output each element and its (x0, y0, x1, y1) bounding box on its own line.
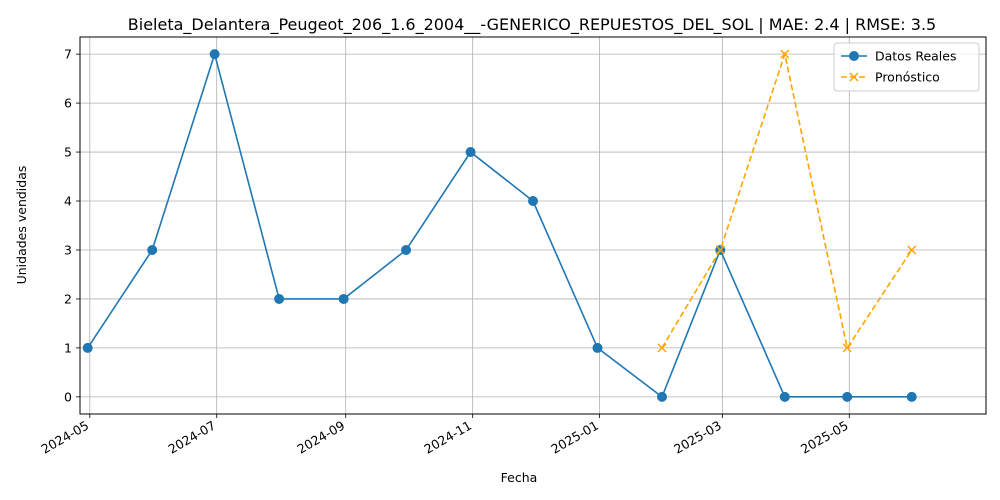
x-axis-label: Fecha (501, 470, 538, 485)
legend: Datos Reales Pronóstico (833, 42, 980, 92)
y-tick-label: 3 (64, 242, 72, 257)
data-point-datos-reales (82, 342, 93, 353)
data-point-datos-reales (274, 293, 285, 304)
x-marker-stroke (907, 245, 917, 255)
data-point-datos-reales (528, 196, 538, 207)
legend-label-datos-reales: Datos Reales (875, 49, 956, 64)
data-point-datos-reales (657, 391, 668, 402)
y-tick-label: 6 (64, 96, 72, 111)
y-axis-label: Unidades vendidas (14, 166, 29, 285)
y-tick-label: 2 (64, 291, 72, 306)
data-point-pron-stico (715, 245, 725, 255)
legend-label-pron-stico: Pronóstico (875, 70, 940, 85)
x-marker-stroke (780, 49, 790, 59)
data-point-datos-reales (592, 342, 603, 353)
data-point-pron-stico (907, 245, 917, 255)
y-tick-label: 4 (64, 194, 72, 209)
y-tick-label: 1 (64, 340, 72, 355)
data-point-pron-stico (842, 343, 852, 353)
y-tick-label: 5 (64, 145, 72, 160)
x-marker-stroke (657, 343, 667, 353)
data-point-pron-stico (657, 343, 667, 353)
series-line-datos-reales (87, 51, 912, 399)
y-tick-label: 7 (64, 47, 72, 62)
legend-marker-datos-reales (849, 51, 859, 61)
x-marker-stroke (849, 72, 859, 82)
data-point-datos-reales (465, 147, 476, 158)
plot-frame (79, 36, 987, 415)
legend-marker-pron-stico (849, 72, 859, 82)
data-point-datos-reales (401, 244, 412, 255)
data-point-pron-stico (780, 49, 790, 59)
data-point-datos-reales (147, 244, 158, 255)
legend-box (833, 42, 980, 92)
x-marker-stroke (715, 245, 725, 255)
grid (80, 37, 986, 414)
data-point-datos-reales (209, 49, 220, 60)
chart-title: Bieleta_Delantera_Peugeot_206_1.6_2004__… (128, 15, 936, 35)
data-point-datos-reales (779, 391, 790, 402)
plot-series (82, 49, 917, 402)
x-marker-stroke (842, 343, 852, 353)
data-point-datos-reales (338, 293, 349, 304)
data-point-datos-reales (842, 391, 853, 402)
y-tick-label: 0 (64, 389, 72, 404)
data-point-datos-reales (906, 391, 917, 402)
